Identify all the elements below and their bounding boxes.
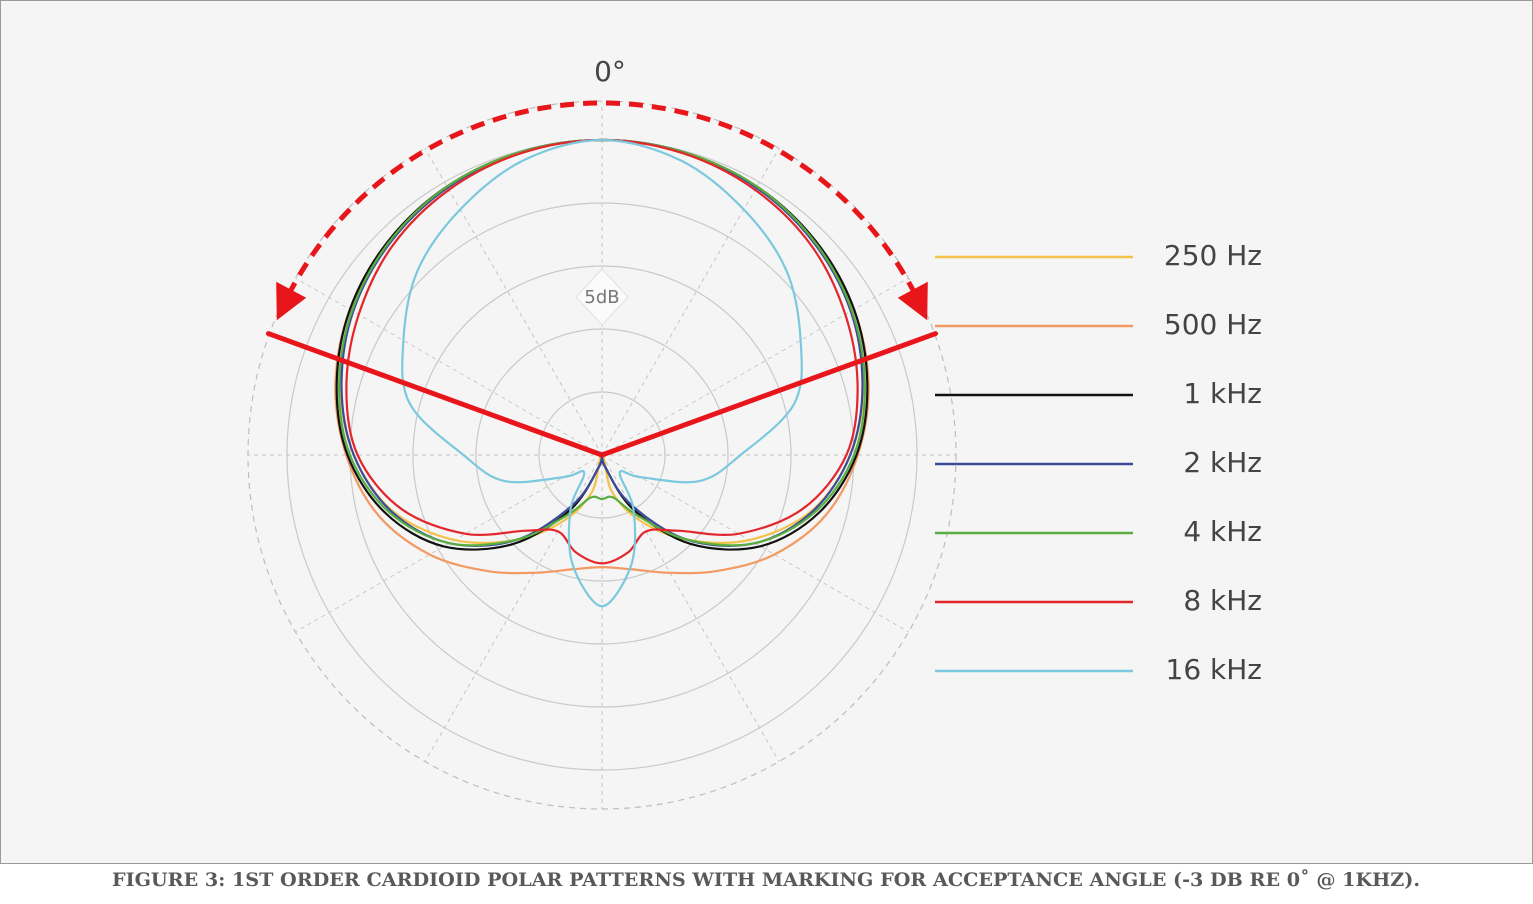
polar-curve bbox=[401, 138, 803, 608]
arrow-head bbox=[276, 281, 307, 321]
ring-step-label: 5dB bbox=[584, 287, 619, 308]
polar-curve bbox=[345, 138, 859, 565]
grid-ring bbox=[412, 265, 792, 645]
acceptance-line bbox=[265, 331, 605, 458]
spoke bbox=[601, 277, 909, 456]
acceptance-line bbox=[599, 331, 939, 458]
chart-panel bbox=[0, 0, 1533, 864]
caption: FIGURE 3: 1ST ORDER CARDIOID POLAR PATTE… bbox=[112, 868, 1420, 891]
label-diamond bbox=[575, 268, 629, 326]
legend-label: 250 Hz bbox=[1164, 239, 1262, 272]
polar-curve bbox=[337, 138, 867, 547]
grid-ring bbox=[538, 391, 666, 519]
grid-ring bbox=[475, 328, 729, 582]
plot-area: 5dB 0° 250 Hz 500 Hz 1 kHz 2 kHz 4 kHz 8 kHz 16 … bbox=[247, 55, 1263, 810]
spoke bbox=[601, 148, 780, 456]
legend-label: 8 kHz bbox=[1183, 584, 1262, 617]
arrow-head bbox=[897, 281, 928, 321]
acceptance-arc bbox=[286, 100, 918, 297]
legend-label: 500 Hz bbox=[1164, 308, 1262, 341]
legend-label: 2 kHz bbox=[1183, 446, 1262, 479]
theta-label: 0° bbox=[594, 55, 626, 88]
legend-label: 16 kHz bbox=[1166, 653, 1263, 686]
spoke bbox=[295, 277, 603, 456]
legend-label: 4 kHz bbox=[1183, 515, 1262, 548]
legend-label: 1 kHz bbox=[1183, 377, 1262, 410]
spoke bbox=[424, 148, 603, 456]
